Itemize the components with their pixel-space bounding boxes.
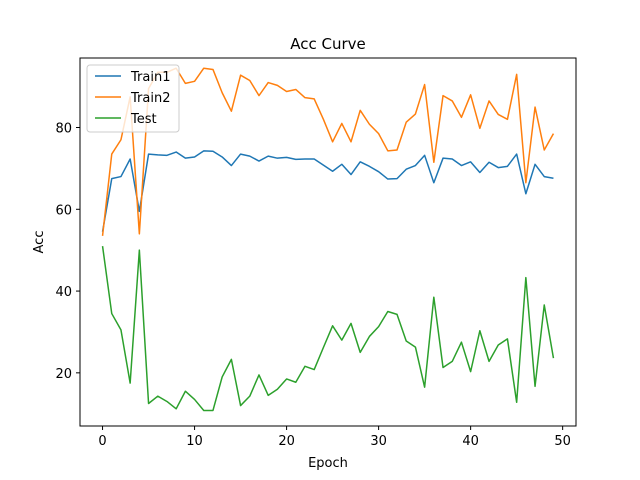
legend: Train1 Train2 Test <box>86 64 180 133</box>
legend-label: Train1 <box>130 70 170 85</box>
y-tick-label: 80 <box>55 122 72 137</box>
x-tick-label: 30 <box>370 434 387 449</box>
legend-box <box>86 64 180 133</box>
axes-frame <box>79 57 577 427</box>
legend-label: Train2 <box>130 91 170 106</box>
x-tick-label: 0 <box>98 434 106 449</box>
y-tick-label: 60 <box>55 203 72 218</box>
y-tick-label: 20 <box>55 367 72 382</box>
series-line-test <box>101 245 555 412</box>
x-tick-label: 50 <box>554 434 571 449</box>
legend-label: Test <box>130 112 157 127</box>
x-axis-label: Epoch <box>308 456 348 471</box>
chart-title: Acc Curve <box>290 35 366 53</box>
x-tick-label: 40 <box>462 434 479 449</box>
tick-layer: 0 10 20 30 40 50 20 40 60 80 <box>55 122 570 449</box>
x-tick-label: 10 <box>186 434 203 449</box>
y-tick-label: 40 <box>55 285 72 300</box>
series-line-train1 <box>101 150 554 232</box>
x-tick-label: 20 <box>278 434 295 449</box>
y-axis-label: Acc <box>32 231 47 254</box>
